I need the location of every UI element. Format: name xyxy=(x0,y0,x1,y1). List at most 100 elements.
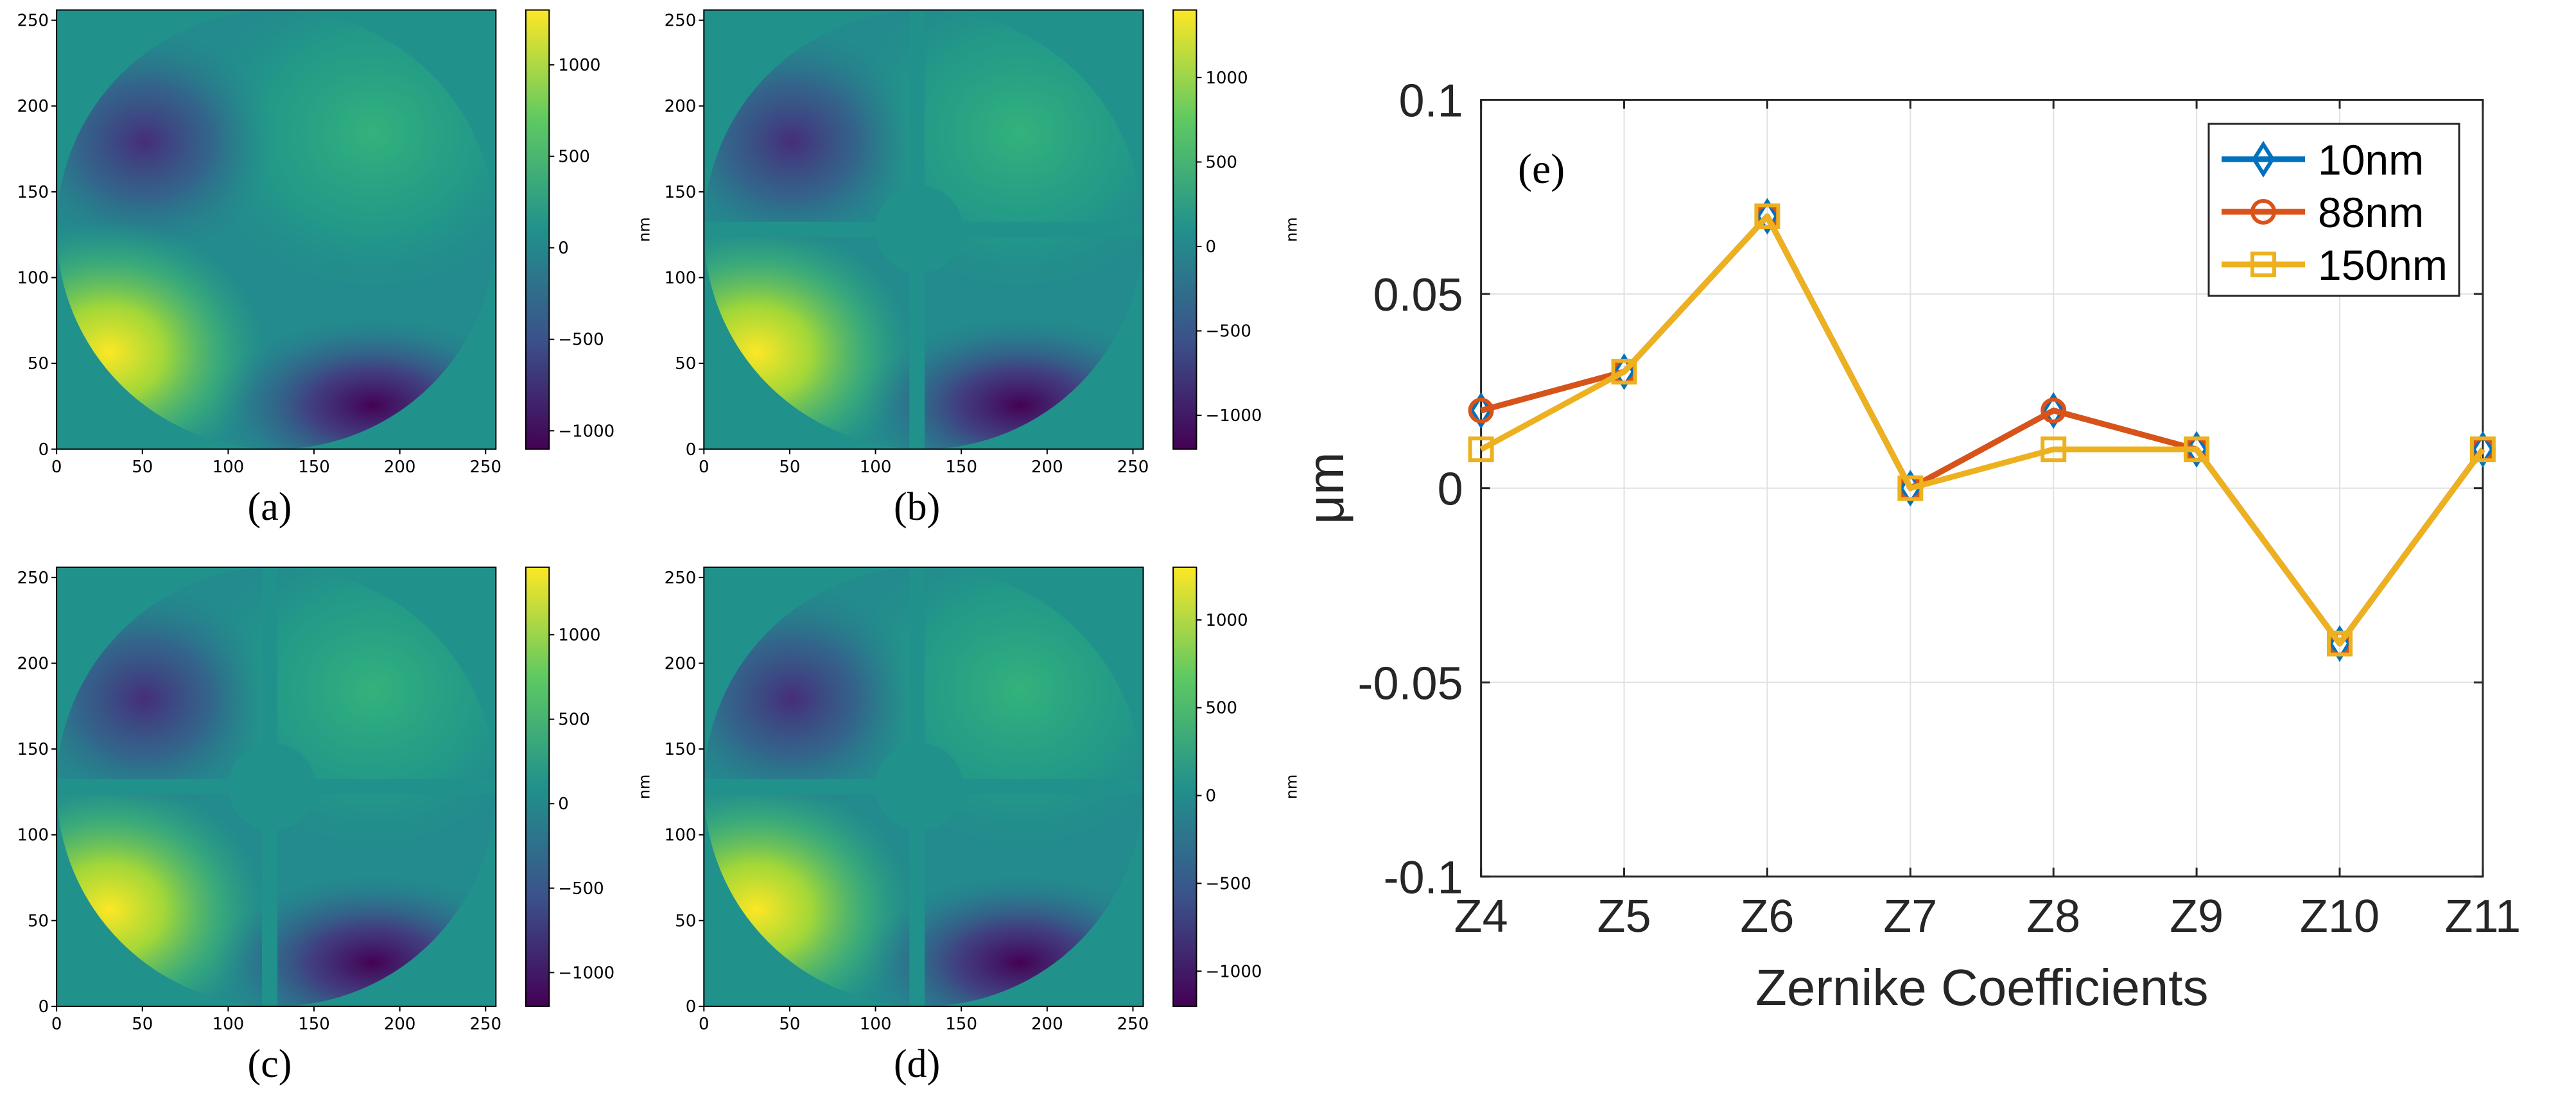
colorbar-tick-label: 1000 xyxy=(1205,611,1248,630)
panel-label: (b) xyxy=(894,485,940,529)
y-axis-label: μm xyxy=(1297,452,1354,524)
y-tick-label: 200 xyxy=(665,97,697,116)
panel-label: (d) xyxy=(894,1042,940,1086)
colorbar-tick-label: −500 xyxy=(558,331,604,350)
y-tick-label: 250 xyxy=(665,569,697,588)
x-tick-label: 0 xyxy=(699,1015,709,1034)
y-tick-label: 0.1 xyxy=(1399,76,1463,127)
y-tick-label: -0.1 xyxy=(1384,852,1463,904)
colorbar-tick-label: 500 xyxy=(1205,699,1237,718)
x-tick-label: 50 xyxy=(132,1015,153,1034)
data-point xyxy=(1755,198,1779,235)
y-tick-label: 200 xyxy=(665,654,697,673)
data-point xyxy=(2185,431,2209,468)
x-tick-label: 0 xyxy=(51,458,62,477)
x-tick-label: 200 xyxy=(384,458,416,477)
data-point xyxy=(1897,475,1924,501)
data-point xyxy=(2469,436,2496,463)
series-150nm xyxy=(1468,203,2496,657)
y-tick-label: 50 xyxy=(28,354,49,374)
y-tick-label: 250 xyxy=(17,569,49,588)
legend-marker xyxy=(2252,141,2275,178)
x-tick-label: 250 xyxy=(469,1015,501,1034)
y-tick-label: 0 xyxy=(1438,464,1463,515)
data-point xyxy=(1611,359,1637,385)
colorbar-tick-label: −1000 xyxy=(558,422,614,441)
data-point xyxy=(1468,397,1494,424)
y-tick-label: 0 xyxy=(39,997,49,1017)
panel-label: (c) xyxy=(248,1042,292,1086)
zernike-line-chart: Z4 Z5 Z6 Z7 Z8 Z9 Z10 Z11 0.1 0.05 0 -0.05 -0.1 Zerni… xyxy=(1297,76,2521,1016)
panel-label: (a) xyxy=(248,485,292,529)
data-point xyxy=(1468,436,1494,463)
y-tick-label: 150 xyxy=(665,183,697,202)
colorbar-tick-label: 1000 xyxy=(558,56,600,75)
colorbar-tick-label: 500 xyxy=(558,148,590,167)
x-tick-label: 250 xyxy=(1117,1015,1149,1034)
y-tick-label: 250 xyxy=(17,12,49,31)
colorbar-unit-label: nm xyxy=(635,217,653,242)
x-tick-label: 150 xyxy=(298,458,330,477)
x-tick-label: 150 xyxy=(945,458,977,477)
data-point xyxy=(2041,436,2067,463)
x-tick-label: Z10 xyxy=(2300,891,2380,942)
x-tick-label: 200 xyxy=(1031,458,1063,477)
colorbar-tick-label: −1000 xyxy=(558,963,614,983)
colorbar-tick-label: −500 xyxy=(1205,322,1251,341)
x-tick-label: Z8 xyxy=(2026,891,2080,942)
colorbar-tick-label: 500 xyxy=(1205,153,1237,172)
data-point xyxy=(2042,392,2066,429)
y-tick-label: 150 xyxy=(665,740,697,759)
panel-frame xyxy=(703,566,1144,1007)
colorbar-tick-label: −500 xyxy=(558,879,604,899)
y-tick-label: 0 xyxy=(686,997,697,1017)
chart-annotation: (e) xyxy=(1518,146,1565,193)
x-tick-label: 200 xyxy=(384,1015,416,1034)
x-tick-label: 250 xyxy=(1117,458,1149,477)
colorbar-tick-label: 1000 xyxy=(558,626,600,645)
colorbar-unit-label: nm xyxy=(635,775,653,800)
colorbar xyxy=(1172,9,1197,450)
x-tick-label: 250 xyxy=(469,458,501,477)
x-axis-label: Zernike Coefficients xyxy=(1755,959,2209,1016)
colorbar xyxy=(525,9,550,450)
y-tick-label: 100 xyxy=(665,268,697,288)
colorbar-unit-label: nm xyxy=(1282,775,1300,800)
y-tick-label: 250 xyxy=(665,12,697,31)
data-point xyxy=(2041,397,2067,424)
panel-frame xyxy=(56,9,497,450)
x-tick-label: Z9 xyxy=(2170,891,2224,942)
y-tick-label: 100 xyxy=(17,268,49,288)
colorbar-tick-label: 0 xyxy=(558,795,569,814)
central-obscuration xyxy=(227,743,316,831)
y-tick-label: 100 xyxy=(17,826,49,845)
legend-label: 150nm xyxy=(2318,241,2448,289)
central-obscuration xyxy=(875,743,963,831)
y-tick-label: 100 xyxy=(665,826,697,845)
data-point xyxy=(2326,630,2353,657)
wavefront-panel-b: 005050100100150150200200250250(b)1000500… xyxy=(665,9,1300,529)
colorbar-tick-label: 0 xyxy=(1205,787,1216,806)
data-point xyxy=(2184,436,2210,463)
y-tick-label: 0 xyxy=(686,440,697,460)
wavefront-panel-a: 005050100100150150200200250250(a)1000500… xyxy=(17,9,653,529)
y-tick-label: 200 xyxy=(17,654,49,673)
colorbar-tick-label: 0 xyxy=(1205,237,1216,257)
x-tick-label: 50 xyxy=(779,1015,800,1034)
colorbar-tick-label: 500 xyxy=(558,710,590,730)
x-tick-label: Z5 xyxy=(1597,891,1651,942)
x-tick-label: 100 xyxy=(860,1015,892,1034)
y-tick-label: 200 xyxy=(17,97,49,116)
x-tick-label: 0 xyxy=(51,1015,62,1034)
wavefront-panel-c: 005050100100150150200200250250(c)1000500… xyxy=(17,566,653,1086)
wavefront-panels: 005050100100150150200200250250(a)1000500… xyxy=(17,9,1300,1086)
central-obscuration xyxy=(875,185,963,274)
y-tick-label: 50 xyxy=(675,354,696,374)
y-tick-label: 50 xyxy=(675,911,696,931)
x-tick-label: Z7 xyxy=(1883,891,1937,942)
colorbar-tick-label: 1000 xyxy=(1205,69,1248,88)
y-tick-label: 0.05 xyxy=(1373,270,1463,321)
colorbar-tick-label: −1000 xyxy=(1205,962,1262,981)
x-tick-label: 50 xyxy=(132,458,153,477)
